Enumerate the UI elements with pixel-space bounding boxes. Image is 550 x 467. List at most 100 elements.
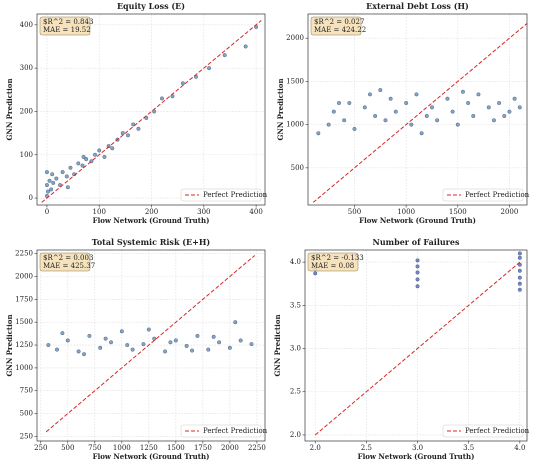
point: [368, 92, 372, 97]
point: [190, 348, 195, 353]
x-axis-label: Flow Network (Ground Truth): [93, 216, 210, 225]
x-tick-label: 2000: [501, 208, 519, 216]
point: [60, 170, 65, 175]
y-tick-label: 1000: [15, 364, 33, 372]
point: [415, 270, 420, 275]
point: [80, 163, 85, 168]
point: [455, 122, 460, 127]
point: [313, 271, 318, 276]
point: [120, 131, 125, 136]
x-tick-label: 1000: [113, 444, 131, 452]
point: [46, 189, 50, 194]
point: [106, 144, 111, 149]
annotation: MAE = 425.37: [43, 262, 95, 270]
y-tick-label: 750: [20, 387, 33, 395]
point: [51, 180, 56, 185]
point: [415, 264, 420, 269]
annotation: $R^2 = 0.027: [314, 18, 364, 26]
point: [168, 340, 173, 345]
x-tick-label: 2.5: [361, 444, 372, 452]
x-axis-label: Flow Network (Ground Truth): [358, 452, 475, 461]
legend-label: Perfect Prediction: [203, 191, 268, 199]
point: [227, 345, 232, 350]
point: [222, 53, 227, 58]
chart-title: Number of Failures: [373, 237, 460, 247]
plot-area: [37, 14, 265, 205]
point: [435, 118, 440, 123]
point: [373, 114, 378, 118]
y-axis-label: GNN Prediction: [273, 314, 282, 376]
point: [68, 165, 73, 170]
x-tick-label: 3.5: [463, 444, 474, 452]
legend-box: [180, 424, 262, 438]
y-tick-label: 2000: [15, 273, 33, 281]
x-tick-label: 1000: [397, 208, 415, 216]
point: [326, 122, 331, 127]
y-tick-label: 400: [20, 21, 33, 29]
point: [136, 126, 141, 131]
point: [383, 118, 388, 123]
annotation-box: [307, 252, 359, 272]
point: [517, 105, 522, 110]
point: [486, 105, 491, 110]
point: [502, 114, 507, 118]
y-tick-label: 500: [20, 410, 33, 418]
x-tick-label: 1250: [140, 444, 158, 452]
point: [491, 118, 496, 123]
y-tick-label: 100: [20, 151, 33, 159]
point: [119, 329, 124, 334]
y-tick-label: 2000: [286, 34, 304, 42]
axes-frame: [36, 249, 266, 442]
point: [517, 255, 522, 260]
point: [109, 340, 113, 345]
point: [65, 338, 70, 343]
annotation: $R^2 = 0.003: [43, 254, 93, 262]
point: [388, 96, 393, 101]
point: [82, 352, 86, 357]
y-tick-label: 1250: [15, 341, 33, 349]
y-tick-label: 300: [20, 64, 33, 72]
plot-area: [37, 250, 265, 441]
point: [195, 333, 200, 338]
point: [243, 44, 248, 49]
x-tick-label: 0: [45, 208, 49, 216]
x-tick-label: 750: [88, 444, 101, 452]
point: [445, 96, 450, 101]
axes-frame: [307, 13, 528, 206]
point: [512, 96, 517, 101]
x-tick-label: 200: [145, 208, 158, 216]
axes-frame: [36, 13, 266, 206]
reference-line: [45, 255, 256, 433]
x-tick-label: 1500: [167, 444, 185, 452]
point: [76, 161, 81, 166]
point: [93, 152, 97, 157]
point: [362, 105, 367, 110]
x-tick-label: 2.0: [310, 444, 321, 452]
x-tick-label: 2250: [248, 444, 266, 452]
point: [50, 172, 55, 177]
legend-label: Perfect Prediction: [465, 191, 530, 199]
point: [207, 66, 211, 71]
point: [206, 347, 211, 352]
y-axis-label: GNN Prediction: [5, 78, 14, 140]
point: [44, 183, 49, 188]
annotation: MAE = 424.22: [314, 26, 366, 34]
point: [81, 154, 86, 159]
y-tick-label: 2250: [15, 250, 33, 258]
x-tick-label: 300: [197, 208, 210, 216]
legend-box: [442, 188, 524, 202]
x-axis-label: Flow Network (Ground Truth): [93, 452, 210, 461]
point: [476, 92, 481, 97]
point: [98, 345, 103, 350]
x-axis-label: Flow Network (Ground Truth): [359, 216, 476, 225]
plot-area: [305, 250, 527, 441]
y-tick-label: 4.0: [290, 258, 301, 266]
point: [393, 109, 398, 114]
x-tick-label: 2000: [221, 444, 239, 452]
x-tick-label: 1750: [194, 444, 212, 452]
x-tick-label: 1500: [449, 208, 467, 216]
point: [46, 343, 51, 347]
point: [47, 178, 52, 183]
point: [316, 131, 321, 136]
